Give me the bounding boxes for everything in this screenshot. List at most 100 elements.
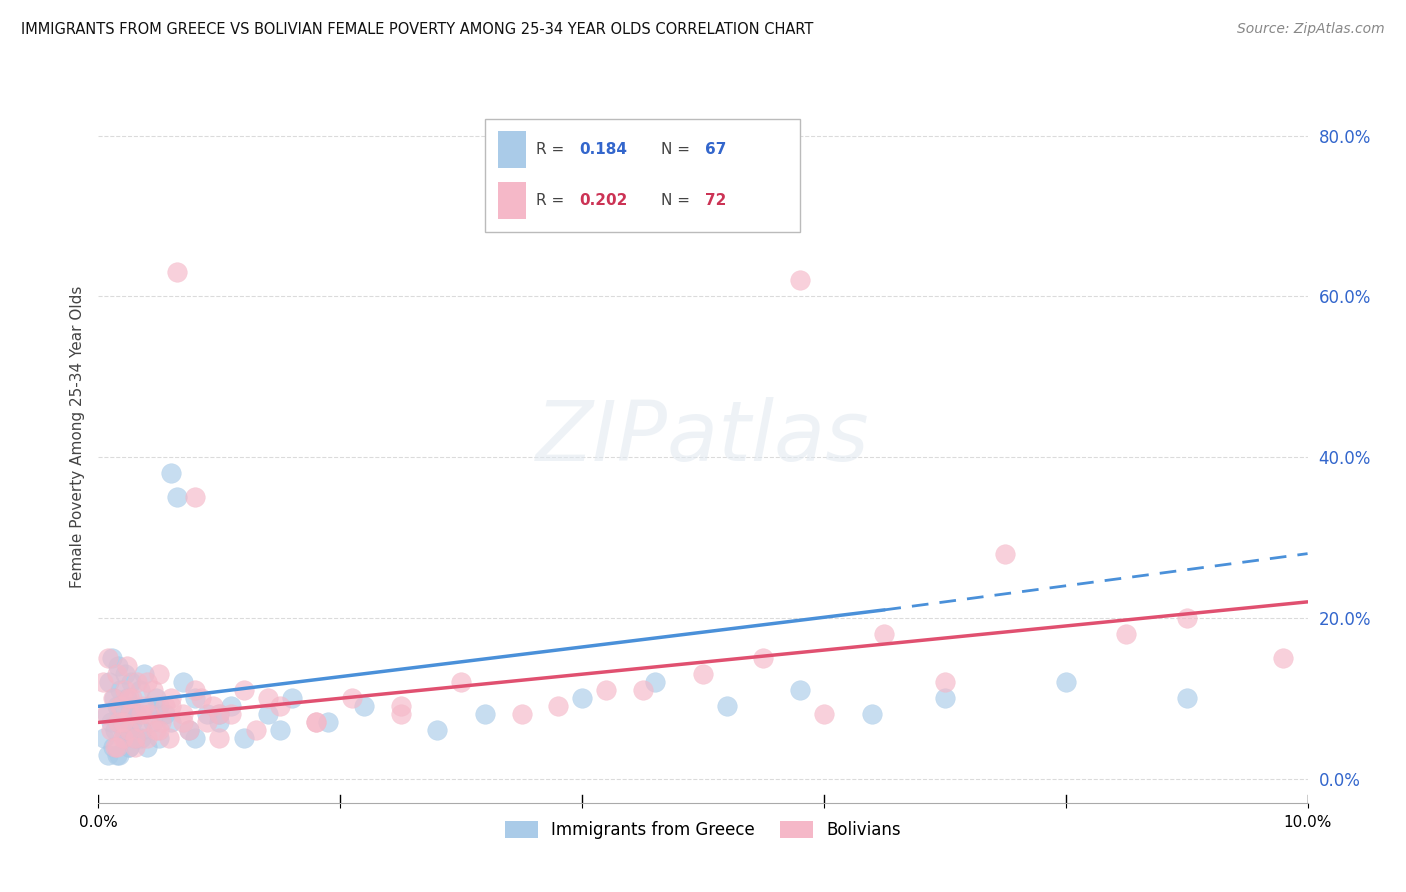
Point [135, 675, 157, 690]
Point [160, 699, 183, 714]
Y-axis label: Female Poverty Among 25-34 Year Olds: Female Poverty Among 25-34 Year Olds [69, 286, 84, 588]
Legend: Immigrants from Greece, Bolivians: Immigrants from Greece, Bolivians [498, 814, 908, 846]
Point [160, 715, 183, 730]
Point [510, 707, 533, 722]
Point [184, 491, 207, 505]
Point [135, 739, 157, 754]
Point [104, 723, 127, 738]
Point [160, 467, 183, 481]
Point [110, 715, 132, 730]
Text: 0.0%: 0.0% [79, 815, 118, 830]
Point [166, 491, 188, 505]
Point [148, 699, 170, 714]
Point [121, 691, 143, 706]
Point [166, 265, 188, 279]
Point [305, 715, 328, 730]
Point [117, 691, 139, 706]
Point [104, 739, 127, 754]
Point [107, 659, 129, 673]
Point [142, 715, 165, 730]
Point [134, 699, 156, 714]
Point [142, 683, 165, 698]
Point [108, 747, 131, 762]
Point [105, 747, 128, 762]
Point [135, 731, 157, 746]
Point [202, 699, 225, 714]
Point [124, 731, 146, 746]
Point [389, 699, 412, 714]
Point [120, 675, 142, 690]
Point [118, 707, 141, 722]
Point [208, 731, 231, 746]
Point [342, 691, 364, 706]
Point [100, 651, 122, 665]
Point [138, 699, 160, 714]
Text: ZIPatlas: ZIPatlas [536, 397, 870, 477]
Point [111, 715, 134, 730]
Point [153, 707, 176, 722]
Point [450, 675, 472, 690]
Point [129, 715, 152, 730]
Point [129, 731, 152, 746]
Point [316, 715, 339, 730]
Point [389, 707, 412, 722]
Point [124, 707, 146, 722]
Point [111, 731, 134, 746]
Point [789, 683, 811, 698]
Point [208, 707, 231, 722]
Point [97, 747, 120, 762]
Point [269, 723, 291, 738]
Point [994, 547, 1017, 561]
Point [1175, 611, 1198, 625]
Point [269, 699, 291, 714]
Point [118, 739, 141, 754]
Point [129, 707, 152, 722]
Point [138, 707, 160, 722]
Point [101, 739, 124, 754]
Point [631, 683, 654, 698]
Point [232, 731, 254, 746]
Point [813, 707, 835, 722]
Point [232, 683, 254, 698]
Point [221, 707, 243, 722]
Point [571, 691, 593, 706]
Point [98, 675, 121, 690]
Point [108, 683, 131, 698]
Point [112, 731, 135, 746]
Point [100, 723, 122, 738]
Point [118, 699, 141, 714]
Point [426, 723, 449, 738]
Point [190, 691, 212, 706]
Point [118, 739, 141, 754]
Text: 10.0%: 10.0% [1284, 815, 1331, 830]
Point [934, 675, 956, 690]
Point [145, 691, 167, 706]
Point [153, 699, 176, 714]
Point [256, 707, 278, 722]
Point [93, 731, 115, 746]
Point [595, 683, 617, 698]
Point [1115, 627, 1137, 641]
Point [172, 675, 194, 690]
Point [184, 683, 207, 698]
Point [934, 691, 956, 706]
Point [1272, 651, 1295, 665]
Point [692, 667, 714, 681]
Point [789, 273, 811, 287]
Point [105, 667, 128, 681]
Point [114, 667, 136, 681]
Point [305, 715, 328, 730]
Point [160, 691, 183, 706]
Point [353, 699, 375, 714]
Point [128, 683, 150, 698]
Point [281, 691, 304, 706]
Point [157, 731, 180, 746]
Point [124, 739, 146, 754]
Point [111, 723, 134, 738]
Point [97, 651, 120, 665]
Point [134, 667, 156, 681]
Point [96, 707, 118, 722]
Point [148, 731, 170, 746]
Point [195, 715, 218, 730]
Point [474, 707, 496, 722]
